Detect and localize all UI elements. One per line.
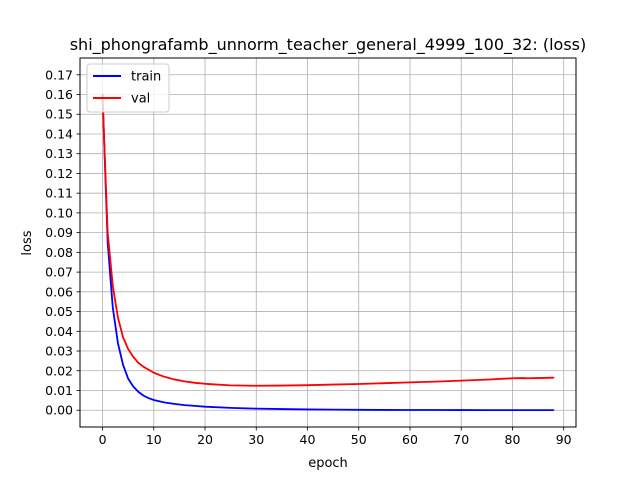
y-axis-ticks: 0.00 0.01 0.02 0.03 0.04 0.05 0.06 0.07 0.08 0.09… bbox=[45, 67, 80, 418]
y-axis-label: loss bbox=[20, 230, 35, 255]
legend-label-train: train bbox=[131, 70, 161, 85]
y-tick-label: 0.03 bbox=[45, 344, 73, 359]
plot-area bbox=[80, 58, 576, 427]
y-tick-label: 0.07 bbox=[45, 265, 73, 280]
x-tick-label: 20 bbox=[197, 432, 213, 447]
y-tick-label: 0.02 bbox=[45, 363, 73, 378]
y-tick-label: 0.14 bbox=[45, 126, 73, 141]
y-tick-label: 0.13 bbox=[45, 146, 73, 161]
y-tick-label: 0.17 bbox=[45, 67, 73, 82]
y-tick-label: 0.09 bbox=[45, 225, 73, 240]
x-axis-label: epoch bbox=[308, 456, 348, 471]
y-tick-label: 0.08 bbox=[45, 245, 73, 260]
x-tick-label: 90 bbox=[556, 432, 572, 447]
y-tick-label: 0.05 bbox=[45, 304, 73, 319]
plot-frame bbox=[79, 57, 577, 428]
legend-label-val: val bbox=[131, 92, 150, 107]
y-tick-label: 0.16 bbox=[45, 87, 73, 102]
y-tick-label: 0.12 bbox=[45, 166, 73, 181]
x-tick-label: 0 bbox=[99, 432, 107, 447]
series-lines bbox=[101, 93, 555, 412]
x-tick-label: 60 bbox=[402, 432, 418, 447]
x-tick-label: 30 bbox=[248, 432, 264, 447]
y-tick-label: 0.04 bbox=[45, 324, 73, 339]
y-tick-label: 0.01 bbox=[45, 383, 73, 398]
y-tick-label: 0.15 bbox=[45, 107, 73, 122]
x-tick-label: 10 bbox=[146, 432, 162, 447]
y-tick-label: 0.11 bbox=[45, 186, 73, 201]
x-tick-label: 70 bbox=[453, 432, 469, 447]
series-line-val bbox=[101, 97, 555, 387]
x-tick-label: 80 bbox=[505, 432, 521, 447]
chart-title: shi_phongrafamb_unnorm_teacher_general_4… bbox=[70, 35, 587, 55]
y-tick-label: 0.10 bbox=[45, 205, 73, 220]
x-tick-label: 50 bbox=[351, 432, 367, 447]
x-axis-ticks: 0 10 20 30 40 50 60 70 80 90 bbox=[99, 427, 572, 447]
series-line-train bbox=[101, 93, 555, 412]
y-tick-label: 0.06 bbox=[45, 284, 73, 299]
x-tick-label: 40 bbox=[300, 432, 316, 447]
y-tick-label: 0.00 bbox=[45, 403, 73, 418]
legend: train val bbox=[86, 63, 170, 113]
